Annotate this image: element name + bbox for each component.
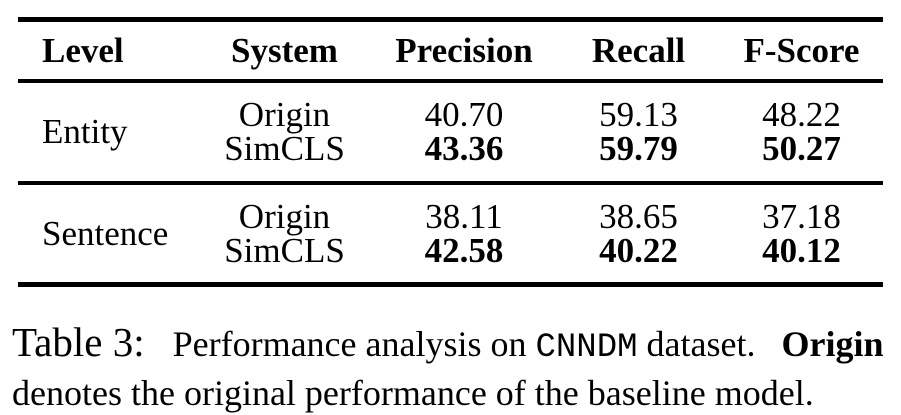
header-level: Level (42, 30, 124, 70)
recall-cell: 40.22 (599, 230, 678, 270)
caption-label: Table 3: (12, 319, 145, 365)
header-separator-rule (18, 79, 883, 83)
precision-cell: 43.36 (424, 129, 504, 168)
table-group-sentence: Sentence Origin 38.11 38.65 37.18 SimCLS… (18, 185, 883, 282)
recall-cell: 59.79 (599, 129, 678, 168)
caption-text: dataset. (646, 324, 756, 364)
table-header-row: Level System Precision Recall F-Score (18, 22, 883, 79)
precision-cell: 40.70 (424, 95, 504, 134)
level-cell: Entity (42, 112, 128, 151)
system-cell: Origin (238, 196, 331, 236)
system-cell: SimCLS (224, 230, 345, 270)
caption-text: Performance analysis on (172, 324, 527, 364)
header-system: System (231, 30, 338, 70)
group-separator-rule (18, 181, 883, 185)
precision-cell: 42.58 (424, 230, 504, 270)
fscore-cell: 50.27 (762, 129, 841, 168)
header-fscore: F-Score (743, 30, 860, 70)
recall-cell: 38.65 (599, 196, 678, 236)
results-table: Level System Precision Recall F-Score En… (18, 17, 883, 287)
origin-term: Origin (781, 324, 884, 364)
table-group-entity: Entity Origin 40.70 59.13 48.22 SimCLS 4… (18, 83, 883, 181)
level-cell: Sentence (42, 213, 169, 253)
caption-line2: denotes the original performance of the … (12, 373, 814, 413)
table-top-rule (18, 17, 883, 22)
table-bottom-rule (18, 282, 883, 287)
fscore-cell: 40.12 (762, 230, 841, 270)
header-recall: Recall (591, 30, 686, 70)
dataset-name: CNNDM (535, 329, 638, 367)
fscore-cell: 48.22 (762, 95, 841, 134)
fscore-cell: 37.18 (762, 196, 841, 236)
caption-line1: Table 3: Performance analysis on CNNDM d… (12, 320, 898, 371)
table-caption: Table 3: Performance analysis on CNNDM d… (12, 320, 898, 415)
system-cell: Origin (238, 95, 331, 134)
precision-cell: 38.11 (425, 196, 503, 236)
header-precision: Precision (395, 30, 533, 70)
system-cell: SimCLS (224, 129, 345, 168)
recall-cell: 59.13 (599, 95, 678, 134)
